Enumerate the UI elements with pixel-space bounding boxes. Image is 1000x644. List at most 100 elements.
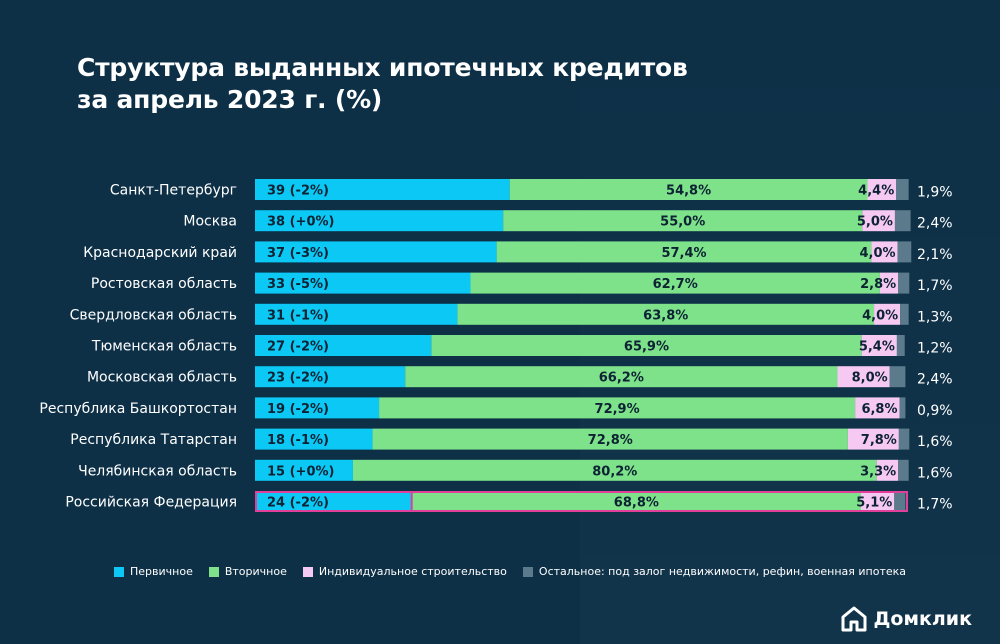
legend-swatch <box>302 566 313 577</box>
data-label-secondary: 65,9% <box>624 340 669 355</box>
bar-segment <box>855 397 900 419</box>
bar-segment <box>255 335 432 356</box>
bar-segment <box>255 272 471 294</box>
data-label-secondary: 62,7% <box>653 277 698 292</box>
data-label-other: 2,1% <box>917 247 953 263</box>
data-label-primary: 38 (+0%) <box>267 215 334 230</box>
data-label-individual: 4,4% <box>858 184 894 199</box>
data-label-primary: 27 (-2%) <box>267 340 329 355</box>
category-label: Челябинская область <box>78 463 237 479</box>
category-label: Санкт-Петербург <box>110 183 237 199</box>
bar-segment <box>847 428 899 450</box>
data-label-other: 2,4% <box>917 216 953 232</box>
category-label: Республика Башкортостан <box>39 401 237 417</box>
data-label-primary: 31 (-1%) <box>267 308 329 323</box>
category-label: Российская Федерация <box>65 495 237 511</box>
chart-legend: Первичное Вторичное Индивидуальное строите… <box>114 565 922 578</box>
bar-segment <box>496 241 872 263</box>
data-label-other: 1,6% <box>917 434 953 450</box>
bar-segment <box>255 459 353 481</box>
data-label-other: 1,7% <box>917 278 953 294</box>
data-label-individual: 5,0% <box>857 215 893 230</box>
category-label: Республика Татарстан <box>70 432 237 448</box>
legend-swatch <box>114 566 124 577</box>
bar-segment <box>255 210 504 232</box>
bar-segment <box>861 335 897 356</box>
bar-segment <box>898 428 910 450</box>
bar-segment <box>255 366 406 388</box>
bar-segment <box>255 303 458 325</box>
bar-segment <box>867 179 897 200</box>
data-label-primary: 37 (-3%) <box>267 246 329 261</box>
brand-logo: Домклик <box>841 606 972 632</box>
legend-item: Индивидуальное строительство <box>302 565 507 578</box>
data-label-secondary: 66,2% <box>599 371 644 386</box>
data-label-individual: 3,3% <box>860 464 896 479</box>
chart-title-line-2: за апрель 2023 г. (%) <box>77 85 383 114</box>
legend-label: Остальное: под залог недвижимости, рефин… <box>538 565 907 578</box>
bar-segment <box>352 459 877 481</box>
category-label: Ростовская область <box>91 276 237 292</box>
legend-swatch <box>208 566 219 577</box>
category-label: Краснодарский край <box>83 245 237 261</box>
bar-segment <box>255 179 510 200</box>
data-label-secondary: 63,8% <box>643 308 688 323</box>
data-label-other: 2,4% <box>917 372 953 388</box>
bar-segment <box>899 397 906 419</box>
bar-segment <box>255 428 373 450</box>
bar-segment <box>896 335 905 356</box>
bar-segment <box>898 459 909 481</box>
bar-segment <box>405 366 838 388</box>
bar-segment <box>470 272 880 294</box>
category-label: Московская область <box>87 370 237 386</box>
bar-segment <box>255 491 412 512</box>
data-label-secondary: 72,8% <box>588 433 633 448</box>
stacked-bar-chart: Санкт-Петербург 39 (-2%) 54,8% 4,4% 1,9% Моск… <box>39 179 953 513</box>
data-label-individual: 7,8% <box>861 433 897 448</box>
data-label-primary: 23 (-2%) <box>267 371 329 386</box>
data-label-other: 1,6% <box>917 465 953 481</box>
data-label-other: 1,9% <box>917 185 953 201</box>
legend-label: Первичное <box>130 565 193 578</box>
data-label-other: 1,7% <box>917 497 953 513</box>
bar-segment <box>879 272 899 294</box>
data-label-individual: 5,4% <box>859 340 895 355</box>
bar-segment <box>457 303 875 325</box>
bar-segment <box>431 335 862 356</box>
highlight-outline <box>255 491 908 512</box>
data-label-individual: 2,8% <box>860 277 896 292</box>
bar-segment <box>255 397 380 419</box>
data-label-secondary: 54,8% <box>666 184 711 199</box>
data-label-secondary: 68,8% <box>614 496 659 511</box>
bar-segment <box>509 179 868 200</box>
legend-item: Остальное: под залог недвижимости, рефин… <box>522 565 907 578</box>
bar-segment <box>379 397 856 419</box>
bar-segment <box>860 491 895 512</box>
category-label: Тюменская область <box>91 339 237 355</box>
data-label-secondary: 72,9% <box>595 402 640 417</box>
bar-segment <box>837 366 890 388</box>
house-icon <box>841 606 867 632</box>
data-label-individual: 4,0% <box>859 246 895 261</box>
data-label-primary: 19 (-2%) <box>267 402 329 417</box>
bar-segment <box>874 303 901 325</box>
data-label-primary: 15 (+0%) <box>267 464 334 479</box>
data-label-individual: 4,0% <box>862 308 898 323</box>
data-label-primary: 18 (-1%) <box>267 433 329 448</box>
category-label: Свердловская область <box>70 307 237 323</box>
bar-segment <box>889 366 906 388</box>
bar-segment <box>862 210 895 232</box>
data-label-other: 1,2% <box>917 341 953 357</box>
category-label: Москва <box>183 214 237 230</box>
bar-segment <box>900 303 909 325</box>
data-label-primary: 39 (-2%) <box>267 184 329 199</box>
bar-segment <box>898 272 910 294</box>
bar-segment <box>372 428 848 450</box>
data-label-other: 1,3% <box>917 309 953 325</box>
chart-title-line-1: Структура выданных ипотечных кредитов <box>77 53 688 82</box>
bar-segment <box>411 491 861 512</box>
bar-segment <box>255 241 497 263</box>
legend-label: Индивидуальное строительство <box>318 565 507 578</box>
legend-label: Вторичное <box>224 565 287 578</box>
data-label-secondary: 57,4% <box>661 246 706 261</box>
